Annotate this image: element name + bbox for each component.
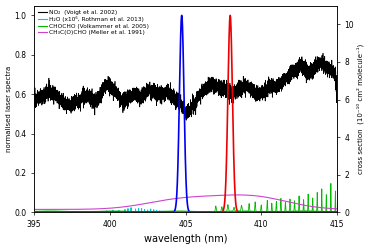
Y-axis label: cross section  (10⁻¹⁰ cm² molecule⁻¹): cross section (10⁻¹⁰ cm² molecule⁻¹) (357, 44, 364, 174)
X-axis label: wavelength (nm): wavelength (nm) (144, 234, 227, 244)
Y-axis label: normalised laser spectra: normalised laser spectra (6, 66, 11, 152)
Legend: NO₂  (Voigt et al. 2002), H₂O (x10⁶, Rothman et al. 2013), CHOCHO (Volkammer et : NO₂ (Voigt et al. 2002), H₂O (x10⁶, Roth… (37, 8, 151, 36)
